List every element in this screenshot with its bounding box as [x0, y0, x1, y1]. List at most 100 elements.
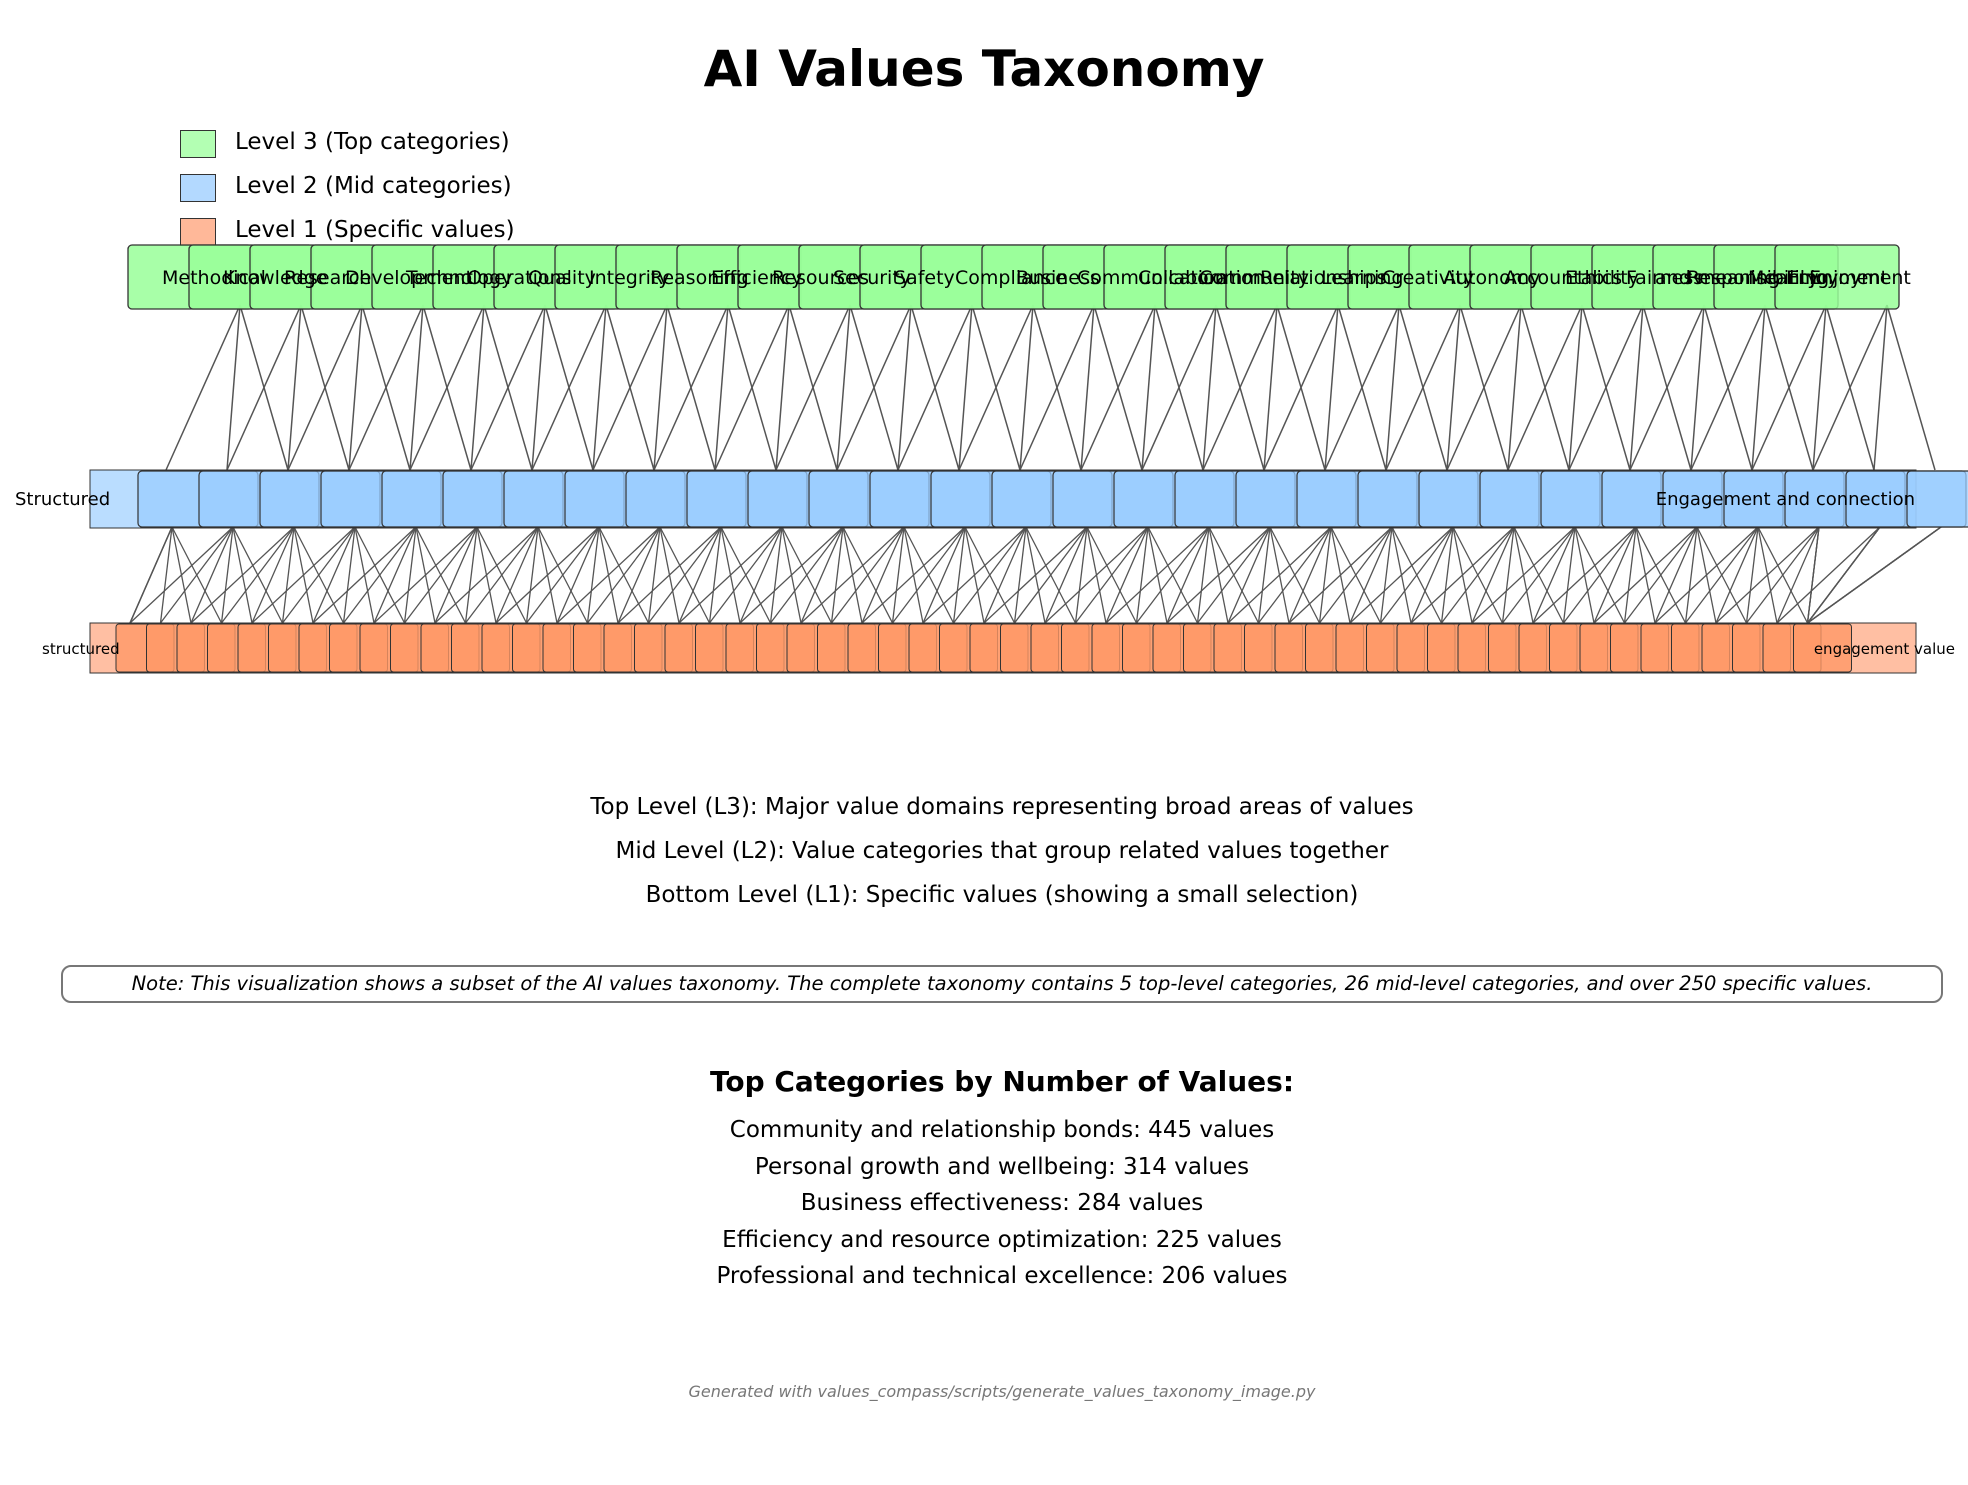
edge-l3-l2 [1263, 304, 1278, 471]
edge-l2-l1 [373, 526, 478, 624]
edge-l2-l1 [861, 526, 966, 624]
edge-l2-l1 [1013, 526, 1088, 624]
edge-l3-l2 [1507, 304, 1522, 471]
edge-l2-l1 [525, 526, 600, 624]
edge-l3-l2 [1263, 304, 1339, 471]
edge-l2-l1 [861, 526, 905, 624]
edge-l3-l2 [897, 304, 973, 471]
edge-l3-l2 [226, 304, 302, 471]
edge-l2-l1 [1044, 526, 1088, 624]
edge-l3-l2 [1446, 304, 1522, 471]
edge-l2-l1 [1593, 526, 1698, 624]
edge-l2-l1 [129, 526, 173, 624]
edge-l3-l2 [1385, 304, 1461, 471]
top-category-item: Personal growth and wellbeing: 314 value… [754, 1153, 1250, 1180]
level2-last-label: Engagement and connection [1656, 489, 1915, 510]
edge-l2-l1 [403, 526, 478, 624]
edge-l3-l2 [958, 304, 973, 471]
legend-swatch-level2 [180, 174, 216, 202]
edge-l3-l2 [1812, 304, 1888, 471]
edge-l2-l1 [952, 526, 966, 624]
edge-l2-l1 [1440, 526, 1515, 624]
edge-l2-l1 [220, 526, 295, 624]
edge-l3-l2 [1690, 304, 1766, 471]
edge-l2-l1 [403, 526, 417, 624]
edge-l2-l1 [1806, 526, 1881, 624]
edge-l2-l1 [1776, 526, 1820, 624]
edge-l2-l1 [708, 526, 783, 624]
edge-l2-l1 [1623, 526, 1698, 624]
level2-nodes [137, 470, 1968, 528]
level3-label: Enjoyment [1809, 267, 1911, 289]
level3-label: Research [284, 267, 371, 289]
edge-l3-l2 [897, 304, 912, 471]
edge-l2-l1 [1684, 526, 1698, 624]
edge-l2-l1 [1135, 526, 1149, 624]
edge-l3-l2 [1812, 304, 1827, 471]
level3-label: Compliance [955, 267, 1067, 289]
edge-l2-l1 [1379, 526, 1454, 624]
edge-l2-l1 [1196, 526, 1210, 624]
edge-l2-l1 [739, 526, 783, 624]
level3-label: Meaning [1748, 267, 1829, 289]
level2-first-label: Structured [15, 489, 110, 510]
edge-l3-l2 [1690, 304, 1705, 471]
edge-l3-l2 [714, 304, 790, 471]
edge-l2-l1 [495, 526, 539, 624]
edge-l2-l1 [342, 526, 417, 624]
edge-l2-l1 [1318, 526, 1332, 624]
edge-l2-l1 [1074, 526, 1088, 624]
edge-l2-l1 [495, 526, 600, 624]
level3-label: Collaboration [1138, 267, 1265, 289]
level3-last-label: and meaning Enjoyment [1655, 267, 1888, 289]
level3-label: Reasoning [650, 267, 749, 289]
edge-l2-l1 [129, 526, 234, 624]
edge-l2-l1 [1745, 526, 1759, 624]
edge-l2-l1 [190, 526, 295, 624]
edge-l2-l1 [1318, 526, 1393, 624]
legend-label-level1: Level 1 (Specific values) [235, 217, 515, 243]
description-level2: Mid Level (L2): Value categories that gr… [615, 838, 1389, 864]
edge-l2-l1 [1623, 526, 1637, 624]
edge-l2-l1 [1044, 526, 1149, 624]
edge-l3-l2 [775, 304, 790, 471]
level3-label: Creativity [1382, 267, 1474, 289]
edge-l2-l1 [800, 526, 844, 624]
tree-edges [129, 304, 1942, 624]
level3-label: Autonomy [1443, 267, 1541, 289]
edge-l2-l1 [1593, 526, 1637, 624]
edge-l2-l1 [1105, 526, 1149, 624]
edge-l2-l1 [1074, 526, 1149, 624]
edge-l2-l1 [1562, 526, 1637, 624]
edge-l2-l1 [464, 526, 478, 624]
edge-l3-l2 [958, 304, 1034, 471]
edge-l2-l1 [1349, 526, 1393, 624]
edge-l3-l2 [1751, 304, 1766, 471]
edge-l2-l1 [1410, 526, 1515, 624]
level1-last-label: engagement value [1814, 640, 1955, 658]
edge-l3-l2 [287, 304, 302, 471]
edge-l3-l2 [1507, 304, 1583, 471]
edge-l2-l1 [769, 526, 844, 624]
level3-label: Efficiency [711, 267, 803, 289]
edge-l2-l1 [1501, 526, 1515, 624]
level3-label: Knowledge [223, 267, 327, 289]
edge-l3-l2 [1886, 304, 1936, 471]
edge-l3-l2 [714, 304, 729, 471]
edge-l3-l2 [409, 304, 485, 471]
edge-l2-l1 [1440, 526, 1454, 624]
edge-l3-l2 [409, 304, 424, 471]
level3-label: Safety [894, 267, 955, 289]
description-level3: Top Level (L3): Major value domains repr… [590, 794, 1414, 820]
edge-l2-l1 [586, 526, 661, 624]
edge-l2-l1 [1532, 526, 1576, 624]
edge-l2-l1 [1410, 526, 1454, 624]
level3-label: Learning [1321, 267, 1404, 289]
edge-l3-l2 [1202, 304, 1217, 471]
level3-label: Business [1016, 267, 1100, 289]
edge-l2-l1 [1257, 526, 1332, 624]
edge-l2-l1 [251, 526, 295, 624]
legend-swatch-level3 [180, 130, 216, 158]
top-category-item: Community and relationship bonds: 445 va… [729, 1117, 1275, 1143]
